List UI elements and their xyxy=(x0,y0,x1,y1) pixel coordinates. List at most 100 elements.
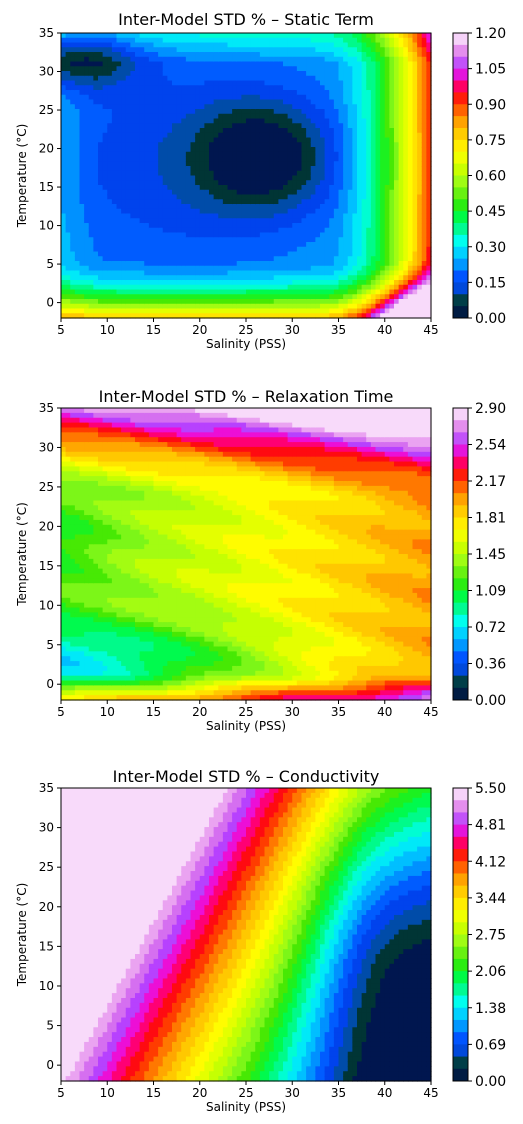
heatmap-cell xyxy=(185,180,192,186)
heatmap-cell xyxy=(213,251,219,257)
heatmap-cell xyxy=(259,61,266,67)
heatmap-cell xyxy=(98,90,104,96)
heatmap-cell xyxy=(412,104,418,110)
heatmap-cell xyxy=(153,94,159,101)
heatmap-cell xyxy=(204,180,210,186)
heatmap-cell xyxy=(162,109,168,115)
heatmap-cell xyxy=(153,180,159,186)
heatmap-cell xyxy=(153,104,159,110)
heatmap-cell xyxy=(370,132,377,139)
heatmap-cell xyxy=(403,242,409,248)
heatmap-cell xyxy=(407,308,414,314)
heatmap-cell xyxy=(218,265,224,272)
heatmap-cell xyxy=(241,180,247,186)
heatmap-cell xyxy=(320,251,326,257)
heatmap-cell xyxy=(306,199,312,205)
heatmap-cell xyxy=(199,128,205,134)
heatmap-cell xyxy=(403,189,409,196)
heatmap-cell xyxy=(125,246,131,253)
heatmap-cell xyxy=(162,175,168,181)
heatmap-cell xyxy=(329,170,335,177)
heatmap-cell xyxy=(61,194,67,200)
heatmap-cell xyxy=(347,251,353,257)
heatmap-cell xyxy=(310,265,316,272)
heatmap-cell xyxy=(181,242,187,248)
heatmap-cell xyxy=(370,280,377,286)
heatmap-cell xyxy=(250,246,256,253)
heatmap-cell xyxy=(61,627,67,633)
heatmap-cell xyxy=(366,199,372,205)
heatmap-cell xyxy=(162,208,168,215)
heatmap-cell xyxy=(366,227,372,234)
heatmap-cell xyxy=(181,299,187,305)
heatmap-cell xyxy=(61,166,67,172)
heatmap-cell xyxy=(278,246,284,253)
heatmap-cell xyxy=(269,56,275,63)
heatmap-cell xyxy=(125,280,131,286)
heatmap-cell xyxy=(250,123,256,129)
heatmap-cell xyxy=(181,223,187,229)
heatmap-cell xyxy=(135,56,141,63)
heatmap-cell xyxy=(417,204,423,210)
heatmap-cell xyxy=(394,94,400,101)
heatmap-cell xyxy=(65,299,71,305)
heatmap-cell xyxy=(246,109,252,115)
colorbar-band xyxy=(453,306,468,319)
heatmap-cell xyxy=(269,42,275,48)
heatmap-cell xyxy=(236,104,242,110)
heatmap-cell xyxy=(283,280,289,286)
heatmap-cell xyxy=(310,47,316,53)
heatmap-cell xyxy=(292,275,298,281)
heatmap-cell xyxy=(218,242,224,248)
heatmap-cell xyxy=(199,66,205,72)
heatmap-cell xyxy=(366,99,372,105)
heatmap-cell xyxy=(107,42,113,48)
heatmap-cell xyxy=(139,80,145,86)
heatmap-cell xyxy=(130,147,136,153)
heatmap-cell xyxy=(102,104,108,110)
heatmap-cell xyxy=(361,261,367,267)
heatmap-cell xyxy=(296,299,303,305)
heatmap-cell xyxy=(357,118,363,124)
heatmap-cell xyxy=(287,170,293,177)
heatmap-cell xyxy=(162,294,168,300)
heatmap-cell xyxy=(338,123,344,129)
heatmap-cell xyxy=(250,99,256,105)
heatmap-cell xyxy=(195,109,201,115)
heatmap-cell xyxy=(324,284,330,291)
heatmap-cell xyxy=(236,123,242,129)
heatmap-cell xyxy=(259,132,266,139)
heatmap-cell xyxy=(292,161,298,167)
heatmap-cell xyxy=(370,71,377,77)
heatmap-cell xyxy=(426,94,432,101)
heatmap-cell xyxy=(172,166,178,172)
heatmap-cell xyxy=(278,251,284,257)
heatmap-cell xyxy=(222,42,229,48)
heatmap-cell xyxy=(241,123,247,129)
heatmap-cell xyxy=(148,170,155,177)
heatmap-cell xyxy=(148,118,155,124)
heatmap-cell xyxy=(125,33,131,39)
heatmap-cell xyxy=(255,204,261,210)
heatmap-cell xyxy=(343,166,349,172)
heatmap-cell xyxy=(250,289,256,295)
heatmap-cell xyxy=(227,284,233,291)
heatmap-cell xyxy=(273,237,279,243)
heatmap-cell xyxy=(343,199,349,205)
heatmap-cell xyxy=(70,61,76,67)
heatmap-cell xyxy=(269,166,275,172)
heatmap-cell xyxy=(125,175,131,181)
heatmap-cell xyxy=(236,56,242,63)
heatmap-cell xyxy=(296,66,303,72)
heatmap-cell xyxy=(236,85,242,91)
heatmap-cell xyxy=(222,132,229,139)
heatmap-cell xyxy=(269,118,275,124)
heatmap-cell xyxy=(222,218,229,224)
heatmap-cell xyxy=(236,223,242,229)
heatmap-cell xyxy=(352,246,358,253)
heatmap-cell xyxy=(158,189,164,196)
heatmap-cell xyxy=(185,232,192,238)
heatmap-cell xyxy=(361,37,367,44)
heatmap-cell xyxy=(250,199,256,205)
heatmap-cell xyxy=(232,223,238,229)
